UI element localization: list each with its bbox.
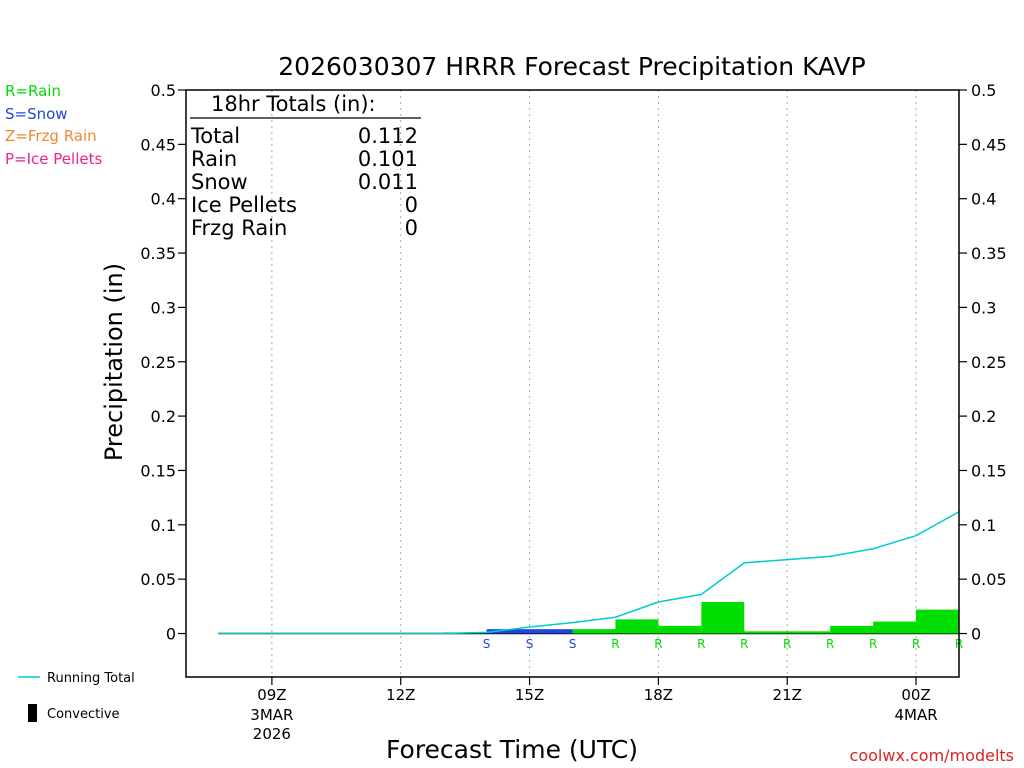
credit-text: coolwx.com/modelts: [850, 746, 1014, 765]
x-tick-label: 12Z: [386, 686, 415, 704]
convective-legend-swatch: [28, 704, 37, 722]
ptype-label: S: [569, 637, 577, 651]
ptype-label: R: [869, 637, 877, 651]
precip-bar: [701, 601, 745, 634]
y-tick-label-right: 0.3: [971, 298, 996, 317]
ptype-label: R: [697, 637, 705, 651]
precip-bar: [787, 631, 831, 634]
x-tick-date: 3MAR: [250, 706, 293, 724]
y-tick-label-right: 0.2: [971, 407, 996, 426]
totals-row-value: 0.101: [358, 147, 418, 171]
x-tick-label: 21Z: [773, 686, 802, 704]
y-tick-label-left: 0.05: [140, 570, 176, 589]
precip-bar: [916, 609, 959, 634]
legend-convective: Convective: [47, 707, 120, 722]
legend-frzg-rain: Z=Frzg Rain: [5, 127, 97, 145]
y-tick-label-right: 0.05: [971, 570, 1007, 589]
y-tick-label-right: 0.1: [971, 516, 996, 535]
x-tick-year: 2026: [253, 725, 291, 743]
precip-bar: [658, 625, 702, 634]
y-tick-label-left: 0.25: [140, 353, 176, 372]
y-tick-label-left: 0.1: [151, 516, 176, 535]
totals-row-label: Frzg Rain: [191, 216, 287, 240]
totals-header: 18hr Totals (in):: [211, 92, 376, 116]
y-tick-label-left: 0: [166, 625, 176, 644]
totals-row-label: Snow: [191, 170, 248, 194]
y-tick-label-left: 0.35: [140, 244, 176, 263]
precip-bar: [615, 619, 659, 634]
y-tick-label-left: 0.3: [151, 298, 176, 317]
running-total-line: [218, 511, 960, 635]
totals-row-label: Ice Pellets: [191, 193, 297, 217]
totals-row-label: Rain: [191, 147, 237, 171]
y-tick-label-right: 0.4: [971, 190, 996, 209]
legend-rain: R=Rain: [5, 82, 61, 100]
y-axis-label: Precipitation (in): [100, 263, 128, 461]
y-tick-label-left: 0.45: [140, 135, 176, 154]
x-axis-label: Forecast Time (UTC): [386, 735, 638, 764]
x-tick-date: 4MAR: [894, 706, 937, 724]
ptype-label: R: [783, 637, 791, 651]
ptype-label: S: [526, 637, 534, 651]
y-tick-label-right: 0: [971, 625, 981, 644]
x-tick-label: 15Z: [515, 686, 544, 704]
y-tick-label-right: 0.45: [971, 135, 1007, 154]
x-tick-label: 09Z: [257, 686, 286, 704]
plot-frame: [185, 89, 960, 678]
y-tick-label-left: 0.5: [151, 81, 176, 100]
legend-ice-pellets: P=Ice Pellets: [5, 150, 102, 168]
ptype-label: R: [912, 637, 920, 651]
y-tick-label-right: 0.25: [971, 353, 1007, 372]
totals-row-label: Total: [190, 124, 240, 148]
precip-bar: [572, 629, 616, 634]
ptype-label: R: [611, 637, 619, 651]
precip-bar: [486, 629, 530, 634]
ptype-label: R: [654, 637, 662, 651]
precip-bar: [873, 621, 917, 634]
y-tick-label-left: 0.15: [140, 461, 176, 480]
precip-bar: [744, 631, 788, 634]
totals-row-value: 0: [405, 216, 418, 240]
ptype-label: S: [483, 637, 491, 651]
totals-row-value: 0: [405, 193, 418, 217]
y-tick-label-right: 0.5: [971, 81, 996, 100]
legend-running-total: Running Total: [47, 671, 135, 686]
precip-bar: [529, 629, 573, 634]
ptype-label: R: [826, 637, 834, 651]
y-tick-label-left: 0.4: [151, 190, 176, 209]
precip-bar: [830, 625, 874, 634]
y-tick-label-right: 0.15: [971, 461, 1007, 480]
x-tick-label: 00Z: [901, 686, 930, 704]
x-tick-label: 18Z: [644, 686, 673, 704]
totals-row-value: 0.112: [358, 124, 418, 148]
totals-box: 18hr Totals (in): Total 0.112 Rain 0.101 Sno…: [190, 92, 421, 240]
ptype-label: R: [740, 637, 748, 651]
y-tick-label-left: 0.2: [151, 407, 176, 426]
legend-snow: S=Snow: [5, 105, 68, 123]
totals-row-value: 0.011: [358, 170, 418, 194]
chart-title: 2026030307 HRRR Forecast Precipitation K…: [278, 52, 865, 81]
y-tick-label-right: 0.35: [971, 244, 1007, 263]
